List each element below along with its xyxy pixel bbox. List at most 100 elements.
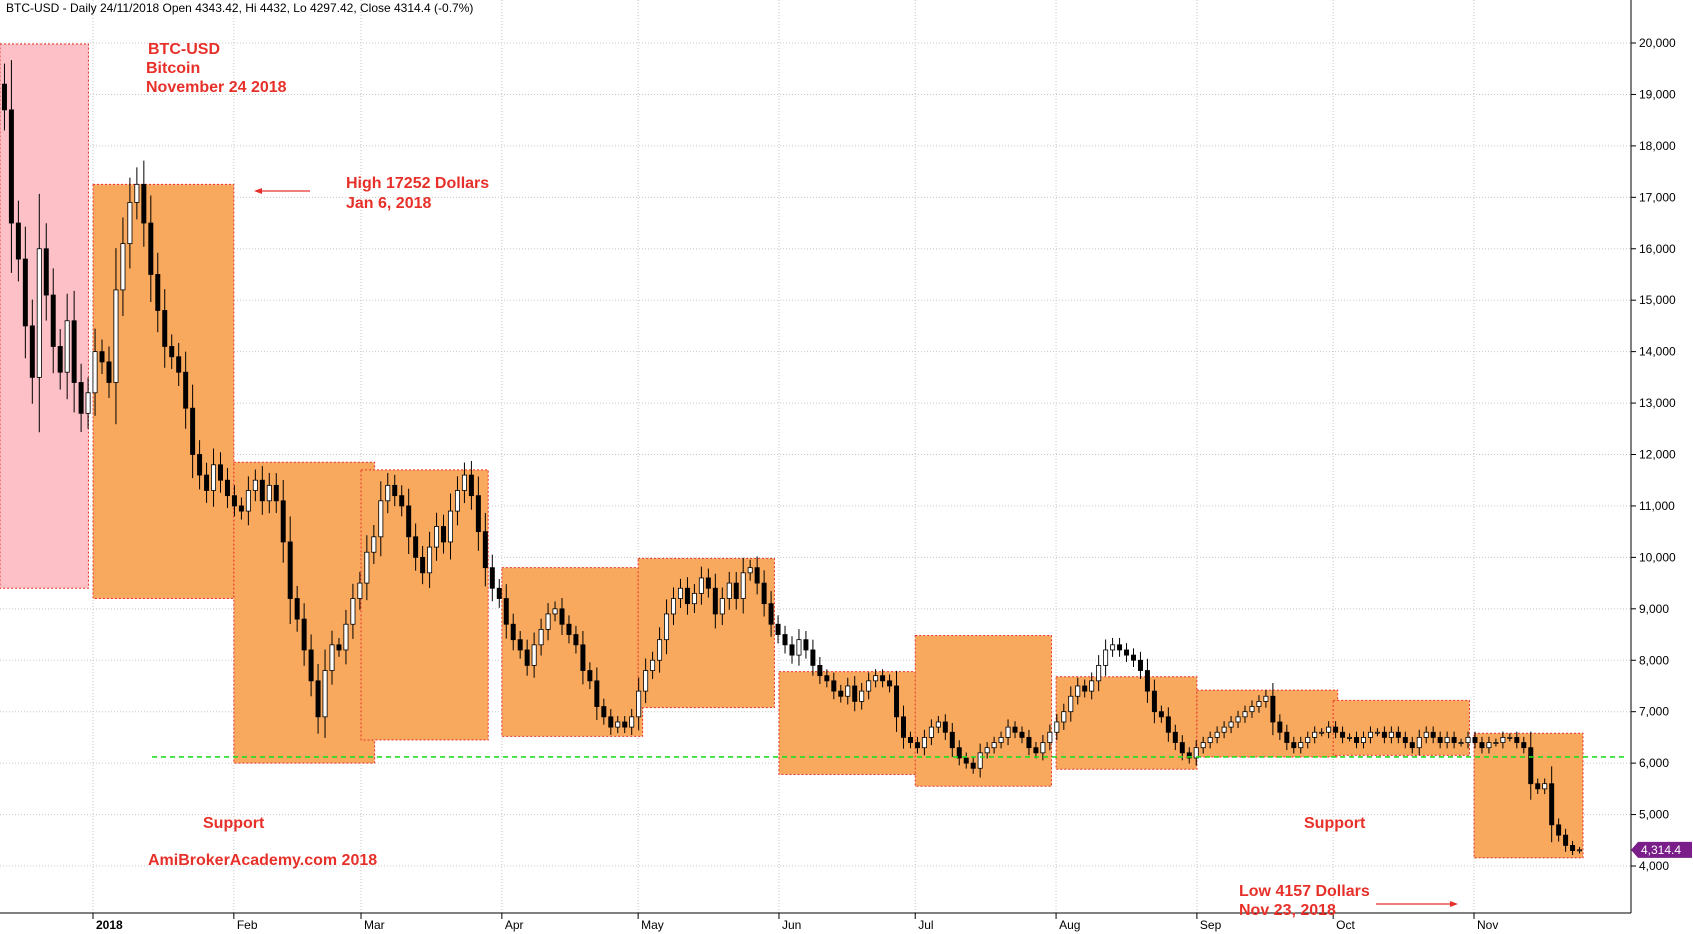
candle-body (15, 222, 21, 260)
candle-body (866, 680, 872, 692)
candle-body (894, 685, 900, 718)
candle-body (1096, 664, 1102, 682)
candle-body (796, 639, 802, 656)
candle-body (643, 670, 649, 692)
x-tick-label: Aug (1059, 918, 1080, 932)
candle-body (1193, 747, 1199, 759)
candle-body (1444, 737, 1450, 743)
candle-body (1577, 849, 1583, 852)
candle-body (901, 716, 906, 738)
y-tick-label: 7,000 (1639, 705, 1669, 719)
y-tick-label: 5,000 (1639, 808, 1669, 822)
candle-body (1291, 742, 1297, 749)
candle-body (169, 346, 175, 358)
candle-body (1298, 742, 1304, 749)
candle-body (761, 582, 767, 605)
price-axis: 4,000 5,000 6,000 7,000 8,000 9,000 10,000 11,0… (0, 0, 1676, 914)
candle-body (1514, 737, 1520, 743)
candle-body (364, 551, 370, 584)
candle-body (914, 742, 920, 749)
candle-body (190, 407, 196, 455)
price-tag-text: 4,314.4 (1641, 843, 1681, 857)
candle-body (664, 613, 670, 641)
candle-body (1416, 737, 1422, 749)
candle-body (1360, 737, 1366, 743)
candle-body (1458, 742, 1464, 744)
candle-body (1395, 731, 1401, 738)
candle-body (434, 526, 440, 548)
candle-body (134, 183, 140, 203)
candle-body (1144, 670, 1150, 692)
candle-body (803, 639, 809, 651)
candle-body (824, 675, 830, 682)
candle-body (1200, 742, 1206, 749)
candle-body (845, 685, 851, 697)
candle-body (622, 721, 628, 728)
candle-body (176, 356, 182, 373)
x-tick-label: Oct (1336, 918, 1355, 932)
candle-body (1256, 701, 1262, 707)
candle-body (1340, 731, 1346, 738)
candle-body (1347, 737, 1353, 739)
candle-body (280, 500, 286, 543)
candle-body (538, 628, 544, 646)
candle-body (1409, 742, 1415, 749)
candle-body (775, 623, 781, 635)
candle-body (1528, 747, 1534, 785)
candle-body (420, 556, 426, 574)
month-range-box (501, 567, 644, 737)
candle-body (1214, 731, 1220, 738)
candle-body (677, 587, 683, 599)
candle-body (141, 183, 147, 224)
monthly-range-boxes (0, 43, 1584, 859)
low-arrow-head (1450, 901, 1458, 907)
candle-body (371, 536, 377, 553)
candle-body (336, 644, 342, 651)
candle-body (454, 490, 460, 512)
candle-body (1249, 706, 1255, 713)
candle-body (1549, 783, 1555, 826)
candle-body (747, 567, 753, 574)
candle-body (991, 742, 997, 749)
candle-body (406, 505, 412, 538)
candle-body (468, 474, 474, 497)
candle-body (810, 649, 816, 666)
candle-body (1270, 695, 1276, 723)
x-tick-label: 2018 (96, 918, 123, 932)
candle-body (956, 747, 962, 759)
x-tick-label: Apr (505, 918, 524, 932)
candle-body (552, 608, 558, 615)
candle-body (1319, 731, 1325, 734)
y-tick-label: 12,000 (1639, 448, 1676, 462)
support-label-right: Support (1304, 815, 1366, 832)
candle-body (587, 670, 593, 682)
candle-body (754, 567, 760, 584)
candle-body (427, 546, 433, 574)
candle-body (392, 484, 398, 497)
candle-body (287, 541, 293, 599)
candle-body (921, 737, 927, 749)
candle-body (1437, 737, 1443, 743)
candle-body (907, 737, 913, 743)
candle-body (322, 670, 328, 718)
candle-body (831, 680, 837, 692)
candle-body (838, 690, 844, 697)
candle-body (1179, 742, 1185, 754)
candle-body (1430, 731, 1436, 738)
candle-body (301, 618, 307, 651)
candle-body (698, 577, 704, 594)
candle-body (789, 644, 795, 656)
candle-body (650, 659, 656, 671)
x-tick-label: May (641, 918, 664, 932)
price-tag-shape (1631, 841, 1692, 858)
candle-body (1535, 783, 1541, 790)
candle-body (873, 675, 879, 682)
candle-body (566, 623, 572, 635)
y-tick-label: 10,000 (1639, 550, 1676, 564)
candle-body (601, 706, 607, 718)
candle-body (1172, 731, 1178, 743)
candle-body (399, 495, 405, 507)
y-tick-label: 11,000 (1639, 499, 1675, 513)
candle-body (503, 598, 509, 625)
low-label-1: Low 4157 Dollars (1239, 883, 1370, 900)
